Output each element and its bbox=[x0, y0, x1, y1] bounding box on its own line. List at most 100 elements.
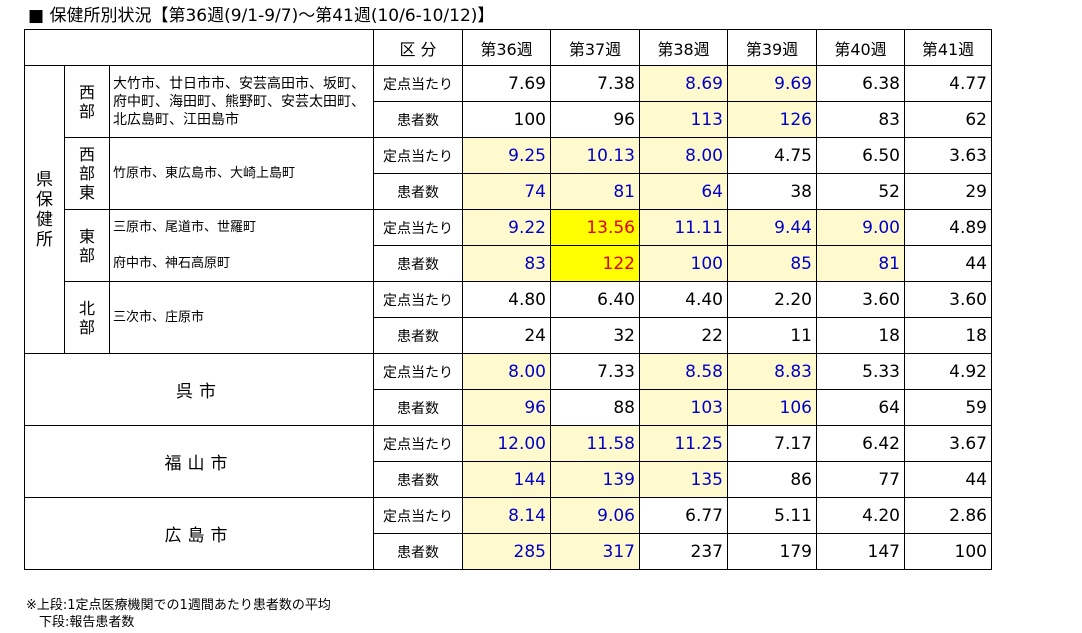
value-cell: 81 bbox=[550, 173, 640, 210]
value-cell: 317 bbox=[550, 533, 640, 570]
value-cell: 126 bbox=[727, 101, 817, 138]
value-cell: 2.86 bbox=[904, 497, 992, 534]
value-cell: 11.25 bbox=[639, 425, 728, 462]
row-label-per-site: 定点当たり bbox=[373, 353, 463, 390]
footnote-line-2: 下段:報告患者数 bbox=[26, 615, 135, 630]
district-list-seibu-higashi: 竹原市、東広島市、大崎上島町 bbox=[109, 137, 374, 210]
value-cell: 8.58 bbox=[639, 353, 728, 390]
table-row: 福山市 定点当たり 12.00 11.58 11.25 7.17 6.42 3.… bbox=[24, 425, 992, 498]
header-week-37: 第37週 bbox=[550, 29, 640, 66]
header-week-40: 第40週 bbox=[816, 29, 905, 66]
value-cell: 4.40 bbox=[639, 281, 728, 318]
header-week-41: 第41週 bbox=[904, 29, 992, 66]
row-label-per-site: 定点当たり bbox=[373, 65, 463, 102]
value-cell: 4.80 bbox=[462, 281, 551, 318]
value-cell: 18 bbox=[904, 317, 992, 354]
table-row: 患者数 100 96 113 126 83 62 bbox=[25, 101, 992, 138]
value-cell: 135 bbox=[639, 461, 728, 498]
value-cell: 6.50 bbox=[816, 137, 905, 174]
value-cell: 83 bbox=[462, 245, 551, 282]
value-cell: 44 bbox=[904, 461, 992, 498]
value-cell: 83 bbox=[816, 101, 905, 138]
value-cell: 52 bbox=[816, 173, 905, 210]
value-cell: 8.83 bbox=[727, 353, 817, 390]
row-label-per-site: 定点当たり bbox=[373, 425, 463, 462]
district-list-seibu: 大竹市、廿日市市、安芸高田市、坂町、府中町、海田町、熊野町、安芸太田町、北広島町… bbox=[109, 65, 374, 138]
value-cell: 11.11 bbox=[639, 209, 728, 246]
row-label-patients: 患者数 bbox=[373, 101, 463, 138]
table-row: 府中市、神石高原町 患者数 83 122 100 85 81 44 bbox=[25, 245, 992, 282]
footnote-line-1: ※上段:1定点医療機関での1週間あたり患者数の平均 bbox=[26, 598, 331, 613]
table-row: 西部東 竹原市、東広島市、大崎上島町 定点当たり 9.25 10.13 8.00… bbox=[25, 137, 992, 210]
city-name-hiroshima: 広島市 bbox=[24, 497, 374, 570]
district-list-tobu-2: 府中市、神石高原町 bbox=[109, 245, 374, 282]
value-cell: 64 bbox=[816, 389, 905, 426]
value-cell: 3.60 bbox=[904, 281, 992, 318]
value-cell: 96 bbox=[462, 389, 551, 426]
value-cell: 113 bbox=[639, 101, 728, 138]
table-row: 患者数 285 317 237 179 147 100 bbox=[25, 533, 992, 570]
row-label-patients: 患者数 bbox=[373, 173, 463, 210]
value-cell: 3.67 bbox=[904, 425, 992, 462]
value-cell: 8.69 bbox=[639, 65, 728, 102]
value-cell: 4.92 bbox=[904, 353, 992, 390]
value-cell: 96 bbox=[550, 101, 640, 138]
value-cell: 18 bbox=[816, 317, 905, 354]
value-cell: 32 bbox=[550, 317, 640, 354]
value-cell: 77 bbox=[816, 461, 905, 498]
pref-label-text: 県保健所 bbox=[36, 169, 53, 250]
group-name-seibu: 西部 bbox=[64, 65, 110, 138]
value-cell: 237 bbox=[639, 533, 728, 570]
value-cell: 8.00 bbox=[462, 353, 551, 390]
table-row: 広島市 定点当たり 8.14 9.06 6.77 5.11 4.20 2.86 bbox=[24, 497, 992, 570]
value-cell: 11 bbox=[727, 317, 817, 354]
value-cell: 64 bbox=[639, 173, 728, 210]
district-list-tobu-1: 三原市、尾道市、世羅町 bbox=[109, 209, 374, 246]
group-name-hokubu: 北部 bbox=[64, 281, 110, 354]
table-row: 患者数 24 32 22 11 18 18 bbox=[25, 317, 992, 354]
value-cell: 4.75 bbox=[727, 137, 817, 174]
value-cell: 62 bbox=[904, 101, 992, 138]
value-cell: 86 bbox=[727, 461, 817, 498]
header-week-38: 第38週 bbox=[639, 29, 728, 66]
value-cell: 44 bbox=[904, 245, 992, 282]
value-cell: 3.60 bbox=[816, 281, 905, 318]
row-label-patients: 患者数 bbox=[373, 533, 463, 570]
row-label-per-site: 定点当たり bbox=[373, 281, 463, 318]
value-cell: 122 bbox=[550, 245, 640, 282]
value-cell: 6.42 bbox=[816, 425, 905, 462]
table-row: 県保健所 西部 大竹市、廿日市市、安芸高田市、坂町、府中町、海田町、熊野町、安芸… bbox=[24, 65, 992, 354]
row-label-patients: 患者数 bbox=[373, 245, 463, 282]
value-cell: 7.69 bbox=[462, 65, 551, 102]
value-cell: 9.06 bbox=[550, 497, 640, 534]
table-row: 患者数 74 81 64 38 52 29 bbox=[25, 173, 992, 210]
header-week-36: 第36週 bbox=[462, 29, 551, 66]
value-cell: 6.38 bbox=[816, 65, 905, 102]
value-cell: 74 bbox=[462, 173, 551, 210]
city-name-kure: 呉市 bbox=[24, 353, 374, 426]
table-row: 患者数 144 139 135 86 77 44 bbox=[25, 461, 992, 498]
value-cell: 7.33 bbox=[550, 353, 640, 390]
group-name-seibu-higashi: 西部東 bbox=[64, 137, 110, 210]
value-cell: 6.77 bbox=[639, 497, 728, 534]
table-row: 患者数 96 88 103 106 64 59 bbox=[25, 389, 992, 426]
value-cell: 5.11 bbox=[727, 497, 817, 534]
pref-health-center-label: 県保健所 bbox=[24, 65, 65, 354]
header-category: 区 分 bbox=[373, 29, 463, 66]
value-cell: 24 bbox=[462, 317, 551, 354]
value-cell: 9.00 bbox=[816, 209, 905, 246]
value-cell: 179 bbox=[727, 533, 817, 570]
value-cell: 4.20 bbox=[816, 497, 905, 534]
value-cell: 4.89 bbox=[904, 209, 992, 246]
value-cell: 13.56 bbox=[550, 209, 640, 246]
value-cell: 9.69 bbox=[727, 65, 817, 102]
row-label-patients: 患者数 bbox=[373, 461, 463, 498]
value-cell: 7.38 bbox=[550, 65, 640, 102]
header-week-39: 第39週 bbox=[727, 29, 817, 66]
row-label-patients: 患者数 bbox=[373, 317, 463, 354]
value-cell: 285 bbox=[462, 533, 551, 570]
value-cell: 29 bbox=[904, 173, 992, 210]
value-cell: 81 bbox=[816, 245, 905, 282]
value-cell: 100 bbox=[462, 101, 551, 138]
row-label-per-site: 定点当たり bbox=[373, 209, 463, 246]
